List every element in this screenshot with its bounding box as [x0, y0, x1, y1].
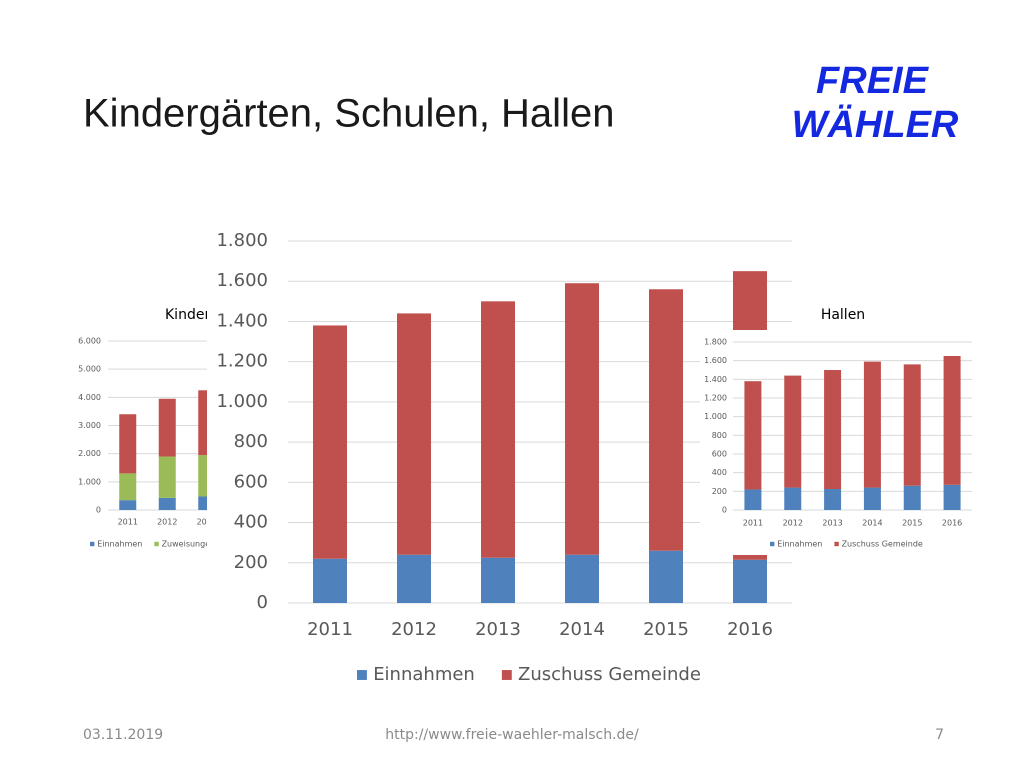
bar-segment [863, 487, 881, 510]
chart: Hallen 0 200 400 600 800 1.000 1.200 1.400 1.600 1… [700, 307, 975, 555]
y-tick-label: 4.000 [78, 393, 101, 402]
y-tick-label: 1.200 [704, 394, 727, 403]
bar-segment [565, 554, 599, 603]
bar-segment [397, 313, 431, 555]
y-tick-label: 1.000 [216, 391, 268, 412]
x-tick-label: 2011 [743, 519, 763, 528]
bar-segment [397, 554, 431, 603]
y-tick-label: 2.000 [78, 449, 101, 458]
y-tick-label: 200 [234, 552, 268, 573]
x-tick-label: 2016 [942, 519, 962, 528]
x-tick-label: 2013 [822, 519, 842, 528]
bar-segment [824, 370, 842, 489]
charts: Kindergärten01.0002.0003.0004.0005.0006.… [70, 225, 975, 700]
logo-line: WÄHLER [792, 103, 959, 146]
bar-segment [313, 558, 347, 603]
bar-segment [649, 550, 683, 603]
y-tick-label: 1.000 [78, 477, 101, 486]
y-tick-label: 1.200 [216, 351, 268, 372]
bar-segment [943, 484, 961, 510]
bar-segment [565, 283, 599, 555]
y-tick-label: 3.000 [78, 421, 101, 430]
y-tick-label: 1.600 [216, 270, 268, 291]
legend-label: Zuweisungen [162, 540, 216, 549]
legend-label: Zuschuss Gemeinde [842, 540, 923, 549]
y-tick-label: 0 [257, 592, 268, 613]
y-tick-label: 1.400 [704, 375, 727, 384]
y-tick-label: 1.600 [704, 356, 727, 365]
y-tick-label: 6.000 [78, 337, 101, 346]
bar-segment [158, 456, 176, 498]
bar-segment [903, 485, 921, 510]
bar-segment [863, 361, 881, 488]
bar-segment [943, 356, 961, 485]
x-tick-label: 2014 [862, 519, 882, 528]
y-tick-label: 1.000 [704, 412, 727, 421]
legend-swatch [501, 670, 512, 680]
chart-title: Hallen [821, 307, 865, 323]
footer-url: http://www.freie-waehler-malsch.de/ [385, 727, 639, 743]
chart: 0 200 400 600 800 1.000 1.200 1.400 1.600 1.800 20… [207, 225, 795, 700]
legend-swatch [834, 541, 839, 547]
legend-label: Zuschuss Gemeinde [518, 664, 701, 685]
bar-segment [744, 381, 762, 490]
x-tick-label: 2012 [783, 519, 803, 528]
bar-segment [784, 487, 802, 510]
bar-segment [744, 489, 762, 510]
bar-segment [481, 301, 515, 558]
bar-segment [119, 500, 137, 510]
y-tick-label: 800 [234, 431, 268, 452]
y-tick-label: 1.400 [216, 310, 268, 331]
logo-line: FREIE [816, 60, 930, 102]
x-tick-label: 2015 [902, 519, 922, 528]
y-tick-label: 0 [96, 506, 101, 515]
legend-label: Einnahmen [373, 664, 475, 685]
x-tick-label: 2012 [157, 518, 177, 527]
x-tick-label: 2011 [118, 518, 138, 527]
bar-segment [733, 559, 767, 603]
y-tick-label: 5.000 [78, 365, 101, 374]
bar-segment [119, 473, 137, 501]
legend-swatch [154, 541, 159, 547]
y-tick-label: 600 [712, 450, 727, 459]
bar-segment [158, 398, 176, 457]
bar-segment [784, 375, 802, 488]
y-tick-label: 600 [234, 471, 268, 492]
bar-segment [649, 289, 683, 551]
x-tick-label: 2011 [307, 619, 353, 640]
y-tick-label: 400 [712, 468, 727, 477]
x-tick-label: 2013 [197, 518, 217, 527]
footer-page: 7 [935, 727, 944, 743]
legend-swatch [90, 541, 95, 547]
legend-swatch [770, 541, 775, 547]
bar-segment [903, 364, 921, 486]
x-tick-label: 2015 [643, 619, 689, 640]
bar-segment [119, 414, 137, 474]
x-tick-label: 2013 [475, 619, 521, 640]
legend-label: Einnahmen [97, 540, 142, 549]
y-tick-label: 1.800 [216, 230, 268, 251]
y-tick-label: 800 [712, 431, 727, 440]
x-tick-label: 2012 [391, 619, 437, 640]
legend-swatch [357, 670, 367, 680]
y-tick-label: 200 [712, 487, 727, 496]
bar-segment [313, 325, 347, 559]
y-tick-label: 400 [234, 512, 268, 533]
legend-label: Einnahmen [777, 540, 822, 549]
bar-segment [481, 557, 515, 603]
footer-date: 03.11.2019 [83, 727, 163, 743]
bar-segment [824, 489, 842, 510]
x-tick-label: 2016 [727, 619, 773, 640]
slide-title: Kindergärten, Schulen, Hallen [83, 92, 614, 136]
y-tick-label: 0 [722, 506, 727, 515]
y-tick-label: 1.800 [704, 338, 727, 347]
bar-segment [158, 497, 176, 510]
x-tick-label: 2014 [559, 619, 605, 640]
